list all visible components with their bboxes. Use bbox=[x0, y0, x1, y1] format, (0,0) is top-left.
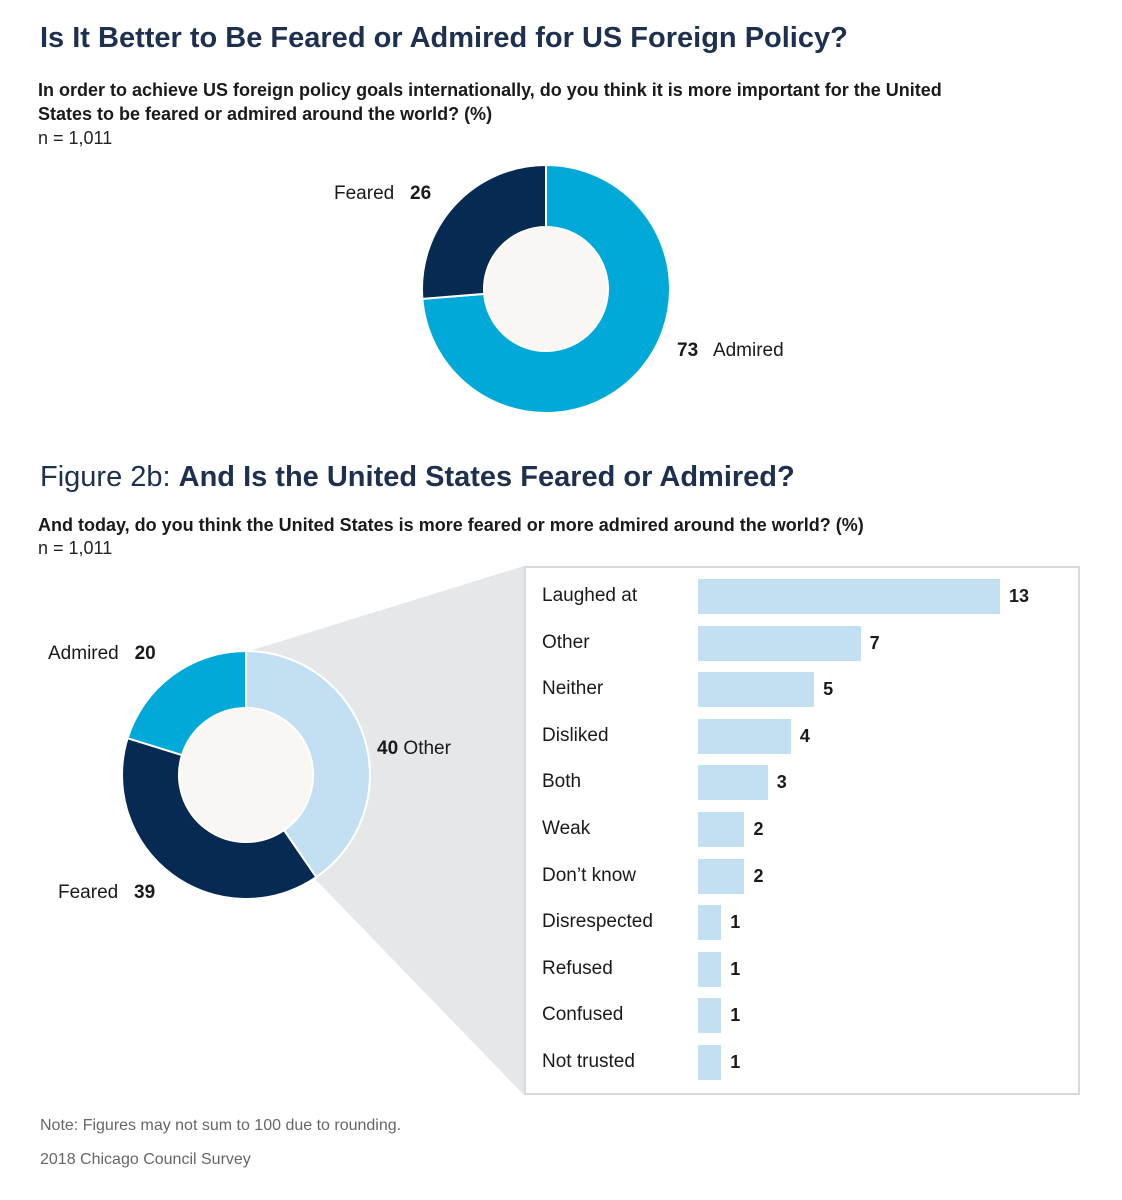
figure-2b-prefix: Figure 2b: bbox=[40, 461, 171, 493]
bar bbox=[698, 858, 745, 894]
bar bbox=[698, 672, 815, 708]
bar-label: Don’t know bbox=[542, 864, 636, 886]
donut1-hole bbox=[485, 228, 607, 350]
bar bbox=[698, 718, 791, 754]
donut2-admired-name: Admired bbox=[48, 643, 119, 664]
bar-value-label: 13 bbox=[1009, 586, 1030, 606]
bar-label: Both bbox=[542, 771, 582, 793]
bar-value-label: 1 bbox=[730, 912, 741, 933]
bar bbox=[698, 765, 768, 801]
bar-value-label: 1 bbox=[730, 1052, 741, 1072]
bar-value-label: 2 bbox=[753, 865, 764, 886]
bar bbox=[698, 905, 722, 941]
bar-label: Confused bbox=[542, 1004, 624, 1026]
donut2-slice-other bbox=[245, 649, 371, 879]
donut2-slice-feared bbox=[121, 736, 318, 900]
donut1-slice-admired bbox=[421, 163, 671, 414]
bar-value-label: 1 bbox=[730, 958, 741, 979]
donut1-label-feared: Feared 26 bbox=[334, 183, 431, 205]
bar-value-label: 4 bbox=[799, 725, 810, 746]
figure-2b-title: Figure 2b: And Is the United States Fear… bbox=[40, 461, 795, 494]
figure-2b-heading: And Is the United States Feared or Admir… bbox=[178, 461, 795, 493]
donut1-slice-feared bbox=[421, 163, 547, 300]
source-label: 2018 Chicago Council Survey bbox=[40, 1151, 251, 1168]
donut2-label-other: 40 Other bbox=[377, 738, 451, 760]
donut2-other-value: 40 bbox=[377, 738, 399, 759]
bar-label: Refused bbox=[542, 957, 613, 979]
donut2-admired-value: 20 bbox=[134, 643, 156, 664]
bar-label: Other bbox=[542, 631, 590, 653]
bar-value-label: 7 bbox=[869, 632, 880, 653]
bar-label: Laughed at bbox=[542, 585, 638, 606]
donut2-feared-name: Feared bbox=[58, 882, 119, 903]
donut2-other-name: Other bbox=[403, 738, 451, 759]
donut1-admired-name: Admired bbox=[712, 340, 784, 361]
donut2-feared-value: 39 bbox=[134, 882, 156, 903]
bar-value-label: 1 bbox=[730, 1005, 741, 1026]
chart-title: Is It Better to Be Feared or Admired for… bbox=[40, 22, 848, 54]
bar bbox=[698, 812, 745, 847]
donut2-label-feared: Feared 39 bbox=[58, 882, 155, 904]
bar-label: Not trusted bbox=[542, 1051, 635, 1072]
bar bbox=[698, 951, 722, 987]
donut2-slice-admired bbox=[126, 649, 247, 757]
bar bbox=[698, 998, 722, 1034]
other-breakdown-panel: Laughed at 13 Other 7 Neither 5 Disliked 4 Both 3… bbox=[524, 566, 1080, 1095]
bar bbox=[698, 625, 861, 661]
footnote: Note: Figures may not sum to 100 due to … bbox=[40, 1117, 402, 1134]
donut1-admired-value: 73 bbox=[677, 340, 699, 361]
bar-value-label: 2 bbox=[753, 819, 764, 839]
question-2-text: And today, do you think the United State… bbox=[38, 515, 864, 535]
question-1: In order to achieve US foreign policy go… bbox=[38, 78, 998, 150]
donut2-hole bbox=[180, 709, 312, 841]
bar-label: Disliked bbox=[542, 724, 609, 746]
donut1-feared-name: Feared bbox=[334, 183, 395, 204]
donut1-feared-value: 26 bbox=[410, 183, 432, 204]
question-2: And today, do you think the United State… bbox=[38, 515, 864, 559]
sample-size-2: n = 1,011 bbox=[38, 538, 113, 558]
bar-label: Neither bbox=[542, 678, 604, 700]
sample-size-1: n = 1,011 bbox=[38, 128, 113, 148]
bar-value-label: 5 bbox=[823, 679, 834, 700]
donut1-label-admired: 73 Admired bbox=[677, 340, 784, 362]
question-1-text: In order to achieve US foreign policy go… bbox=[38, 80, 942, 124]
bar-label: Weak bbox=[542, 818, 591, 839]
donut2-label-admired: Admired 20 bbox=[48, 643, 156, 665]
bar-value-label: 3 bbox=[776, 772, 787, 793]
bar bbox=[698, 579, 1000, 614]
bar-label: Disrespected bbox=[542, 911, 653, 933]
bar bbox=[698, 1045, 722, 1080]
